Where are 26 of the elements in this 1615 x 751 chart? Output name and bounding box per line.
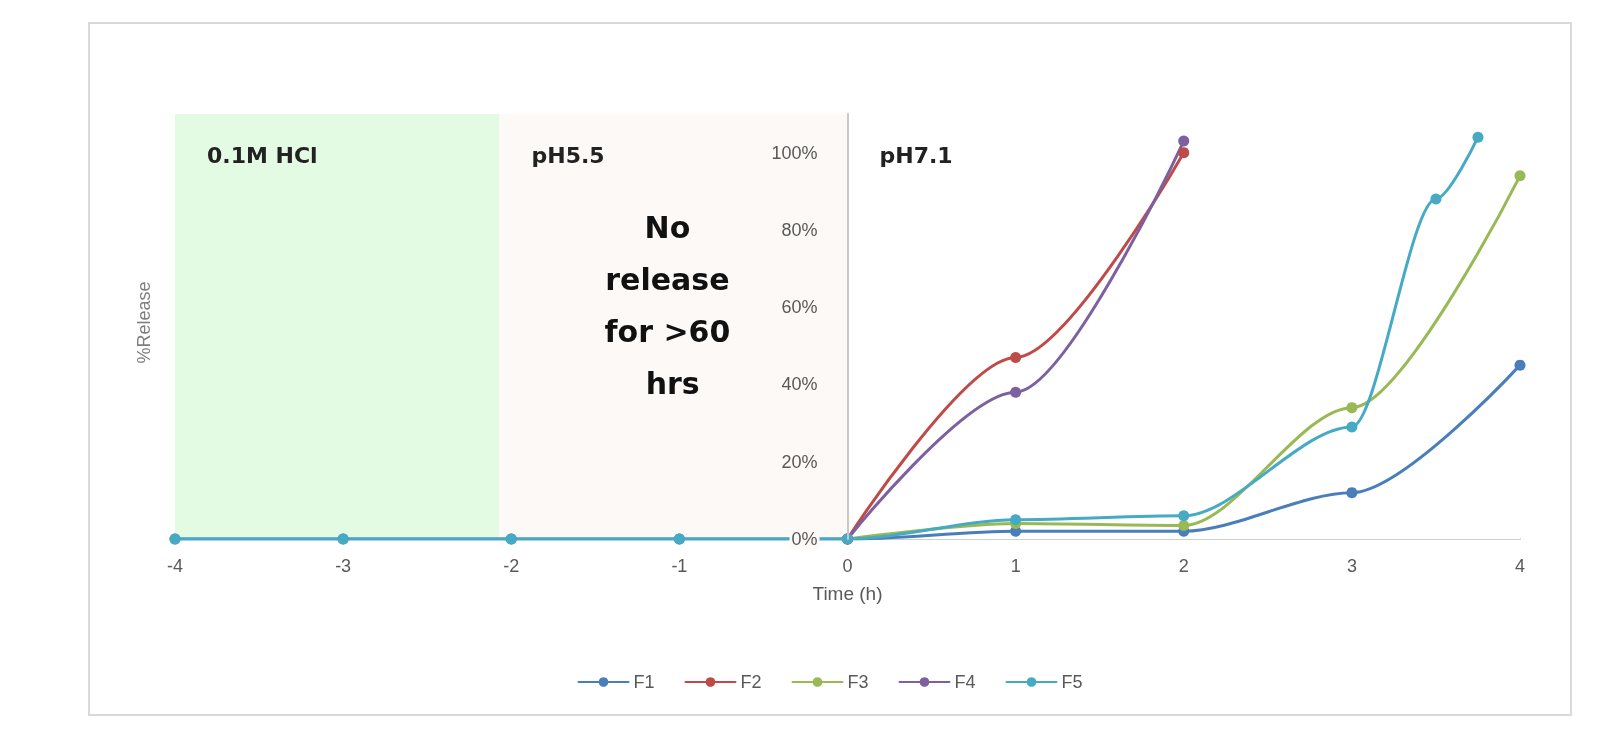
y-tick-label: 80% (781, 219, 818, 240)
band-label: 0.1M HCl (207, 142, 318, 168)
band-label: pH5.5 (531, 142, 605, 168)
x-tick-label: -4 (166, 556, 184, 576)
y-tick-label: 0% (791, 529, 818, 549)
y-tick-label: 100% (771, 142, 818, 163)
band-label: pH7.1 (879, 142, 953, 168)
legend-label: F3 (847, 672, 869, 692)
legend-label: F4 (954, 672, 976, 692)
y-axis-title: %Release (134, 281, 154, 364)
y-tick-label: 20% (781, 451, 818, 472)
y-tick-label: 40% (781, 374, 818, 395)
y-tick-label: 60% (781, 297, 818, 318)
x-tick-label: 4 (1514, 556, 1526, 576)
x-tick-label: 0 (842, 556, 853, 576)
x-tick-label: -2 (503, 556, 520, 576)
x-tick-label: -3 (335, 556, 352, 576)
legend-label: F1 (633, 672, 655, 692)
x-tick-label: -1 (671, 556, 688, 576)
annotation: No release for >60 hrs (604, 209, 741, 401)
x-tick-label: 2 (1178, 556, 1189, 576)
legend-label: F2 (740, 672, 762, 692)
x-tick-label: 3 (1346, 556, 1357, 576)
legend-label: F5 (1061, 672, 1083, 692)
x-axis-title: Time (h) (812, 583, 883, 604)
x-tick-label: 1 (1010, 556, 1021, 576)
